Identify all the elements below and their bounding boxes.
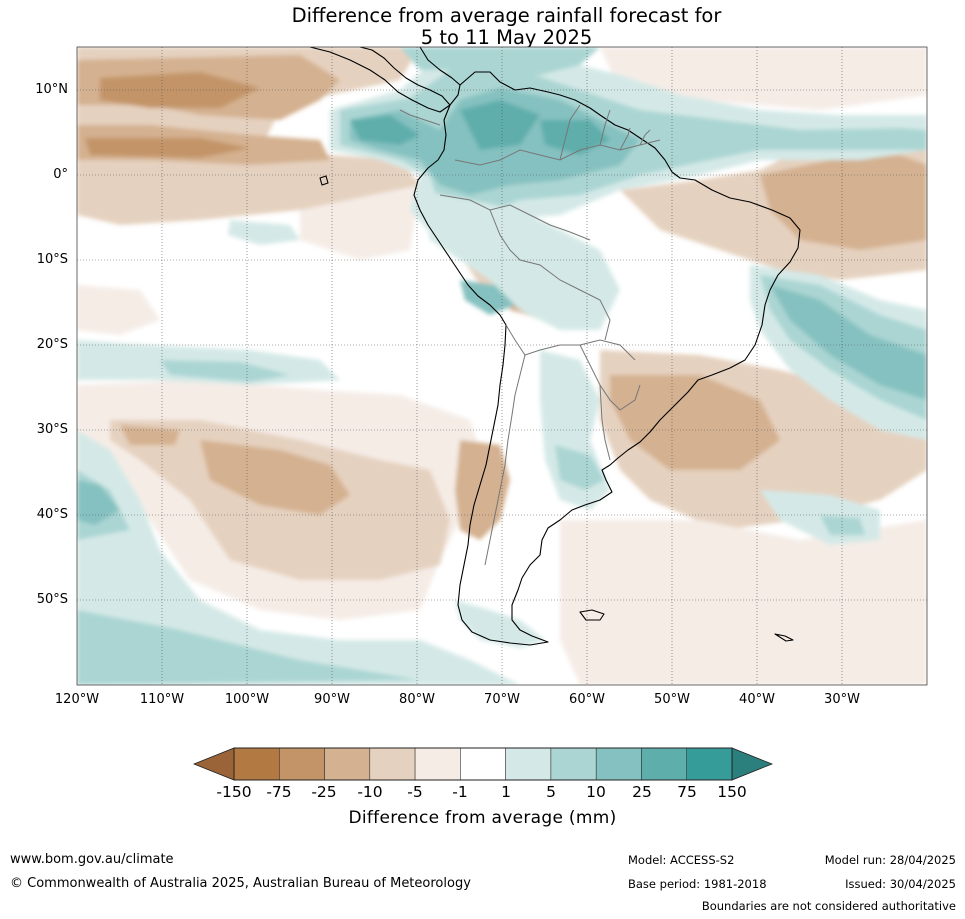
wet-region-peru-core [460, 280, 515, 315]
wet-region-south-atlantic-core [820, 515, 865, 535]
lon-label-120w: 120°W [54, 692, 100, 707]
rainfall-anomaly-map [76, 46, 928, 686]
wet-region-brazil-coast-core [770, 285, 927, 400]
footer-model-run: Model run: 28/04/2025 [824, 853, 956, 867]
graticule [77, 47, 927, 685]
south-america-coastline [413, 71, 801, 646]
central-america-coastline [309, 47, 451, 113]
colorbar-bin [460, 747, 506, 781]
colorbar-tick: 150 [717, 783, 747, 801]
colorbar [192, 747, 774, 781]
lon-label-30w: 30°W [824, 692, 860, 707]
colorbar-bin [233, 747, 280, 781]
wet-region-amazon-strong [460, 100, 540, 150]
wet-region-north-caribbean [400, 47, 600, 75]
dry-region-chile [455, 440, 510, 540]
falkland-islands [579, 609, 605, 621]
lon-label-90w: 90°W [314, 692, 350, 707]
colorbar-tick: 5 [546, 783, 556, 801]
dry-region-south-atlantic [560, 520, 927, 685]
colorbar-bin [595, 747, 642, 781]
lon-label-70w: 70°W [484, 692, 520, 707]
wet-region-amazon-strong-3 [540, 120, 610, 155]
footer-base-period: Base period: 1981-2018 [628, 877, 767, 891]
lon-label-110w: 110°W [139, 692, 185, 707]
colorbar-extend-high [731, 747, 774, 781]
lon-label-50w: 50°W [654, 692, 690, 707]
wet-region-southwest-pacific [77, 430, 520, 685]
footer-disclaimer: Boundaries are not considered authoritat… [701, 899, 956, 913]
colorbar-tick: 75 [677, 783, 697, 801]
lat-label-50s: 50°S [36, 592, 68, 607]
footer-issued: Issued: 30/04/2025 [845, 877, 956, 891]
caribbean-coast [419, 47, 461, 86]
dry-region-east-pacific-light [77, 285, 160, 335]
lon-label-80w: 80°W [399, 692, 435, 707]
wet-region-pacific-small [228, 220, 300, 245]
colorbar-tick: -150 [216, 783, 252, 801]
lat-label-20s: 20°S [36, 337, 68, 352]
galapagos-islands [319, 175, 329, 186]
lon-label-100w: 100°W [224, 692, 270, 707]
colorbar-tick: 10 [586, 783, 606, 801]
colorbar-extend-low [192, 747, 235, 781]
dry-region-south-pacific-core [200, 440, 350, 515]
colorbar-bin [279, 747, 325, 781]
lon-label-60w: 60°W [569, 692, 605, 707]
dry-region-southeast-brazil-core [610, 375, 780, 470]
map-title-line2: 5 to 11 May 2025 [420, 26, 593, 49]
dry-region-pacific-light [300, 185, 420, 260]
lat-label-10n: 10°N [35, 82, 68, 97]
colorbar-title: Difference from average (mm) [348, 808, 617, 828]
footer-url: www.bom.gov.au/climate [10, 852, 174, 867]
dry-region-atlantic-north [600, 47, 927, 110]
colorbar-bin [686, 747, 733, 781]
colorbar-outline [233, 747, 733, 781]
colorbar-tick: -75 [266, 783, 292, 801]
colorbar-tick: -5 [407, 783, 423, 801]
wet-region-uruguay-core [555, 445, 605, 490]
lon-label-40w: 40°W [739, 692, 775, 707]
wet-region-east-pacific-band-core [160, 360, 290, 382]
footer-model: Model: ACCESS-S2 [628, 853, 735, 867]
colorbar-bin [550, 747, 597, 781]
colorbar-tick: -1 [452, 783, 468, 801]
colorbar-tick: -25 [311, 783, 337, 801]
colorbar-tick: 1 [501, 783, 511, 801]
dry-region-pacific-strong-2 [85, 138, 250, 158]
colorbar-bin [641, 747, 687, 781]
wet-region-southwest-pacific-low [77, 610, 420, 685]
footer-copyright: © Commonwealth of Australia 2025, Austra… [10, 876, 471, 891]
colorbar-bin [324, 747, 371, 781]
lat-label-0: 0° [53, 167, 68, 182]
lat-label-40s: 40°S [36, 507, 68, 522]
colorbar-tick: 25 [632, 783, 652, 801]
lat-label-30s: 30°S [36, 422, 68, 437]
colorbar-bin [505, 747, 552, 781]
dry-region-northeast-brazil-core [760, 155, 927, 250]
map-frame [76, 46, 928, 686]
wet-region-southwest-pacific-core [77, 480, 120, 525]
south-georgia [774, 633, 794, 642]
lat-label-10s: 10°S [36, 252, 68, 267]
colorbar-bin [369, 747, 416, 781]
wet-region-amazon-strong-2 [350, 115, 420, 145]
colorbar-tick: -10 [357, 783, 383, 801]
map-title-line1: Difference from average rainfall forecas… [291, 4, 722, 27]
wet-region-patagonia [455, 600, 545, 648]
coastlines [309, 47, 801, 646]
colorbar-bin [414, 747, 461, 781]
country-borders [399, 104, 661, 566]
